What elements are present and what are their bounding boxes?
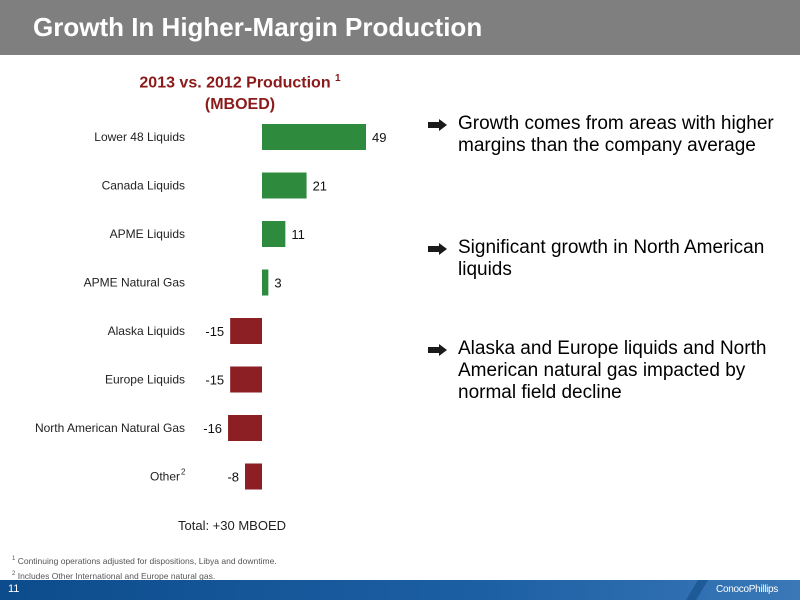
category-label: North American Natural Gas <box>35 421 185 435</box>
data-label: -15 <box>205 373 224 388</box>
bullet-item: Growth comes from areas with higher marg… <box>428 113 783 157</box>
slide-title: Growth In Higher-Margin Production <box>33 12 483 42</box>
category-label: Lower 48 Liquids <box>94 130 185 144</box>
category-label: Alaska Liquids <box>108 324 185 338</box>
category-label: Canada Liquids <box>102 179 185 193</box>
header-bar: Growth In Higher-Margin Production <box>0 0 800 55</box>
company-logo: ConocoPhillips <box>716 584 778 595</box>
bullet-item: Significant growth in North American liq… <box>428 237 783 281</box>
production-bar-chart: Lower 48 Liquids 49 Canada Liquids 21 APME L… <box>35 124 386 490</box>
bar-apme-liquids <box>262 221 286 247</box>
arrow-bullet-icon <box>428 113 458 157</box>
data-label: 11 <box>291 227 305 242</box>
bar-canada-liquids <box>262 172 307 199</box>
bar-apme-natural-gas <box>262 269 269 296</box>
bullet-item: Alaska and Europe liquids and North Amer… <box>428 338 783 404</box>
chart-title-line1: 2013 vs. 2012 Production <box>139 74 331 92</box>
footnote-1: 1 Continuing operations adjusted for dis… <box>12 555 277 566</box>
chart-total: Total: +30 MBOED <box>178 518 287 533</box>
chart-title-line2: (MBOED) <box>204 96 276 114</box>
footer-bar: 11 ConocoPhillips <box>0 580 800 600</box>
bullet-text: Alaska and Europe liquids and North Amer… <box>458 338 767 403</box>
arrow-bullet-icon <box>428 338 458 404</box>
category-label: APME Liquids <box>110 227 185 241</box>
data-label: 21 <box>313 179 327 194</box>
bar-other <box>245 463 262 490</box>
category-label: Europe Liquids <box>105 373 185 387</box>
chart-title-footnote-marker: 1 <box>335 73 341 84</box>
data-label: 3 <box>274 276 281 291</box>
bullet-text: Growth comes from areas with higher marg… <box>458 113 774 156</box>
bar-alaska-liquids <box>230 318 262 344</box>
arrow-bullet-icon <box>428 237 458 281</box>
category-label: Other <box>150 470 180 484</box>
chart-title: 2013 vs. 2012 Production 1 (MBOED) <box>100 68 380 116</box>
bullet-text: Significant growth in North American liq… <box>458 237 765 280</box>
data-label: -16 <box>203 421 222 436</box>
data-label: 49 <box>372 130 386 145</box>
data-label: -15 <box>205 324 224 339</box>
conocophillips-logo-icon <box>686 580 708 600</box>
bar-north-american-natural-gas <box>228 415 262 441</box>
bar-europe-liquids <box>230 366 262 393</box>
bar-lower-48-liquids <box>262 124 366 150</box>
footnote-2: 2 Includes Other International and Europ… <box>12 570 216 581</box>
footnotes: 1 Continuing operations adjusted for dis… <box>12 553 277 583</box>
category-footnote-marker: 2 <box>181 468 186 477</box>
data-label: -8 <box>227 470 239 485</box>
page-number: 11 <box>8 583 20 595</box>
category-label: APME Natural Gas <box>84 276 185 290</box>
